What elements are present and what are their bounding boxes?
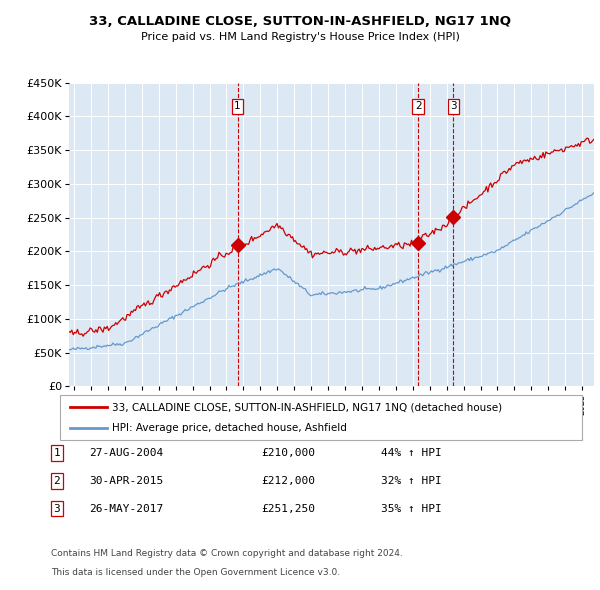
Text: £212,000: £212,000 [261,476,315,486]
Text: 30-APR-2015: 30-APR-2015 [89,476,163,486]
Text: HPI: Average price, detached house, Ashfield: HPI: Average price, detached house, Ashf… [112,424,347,434]
Text: 26-MAY-2017: 26-MAY-2017 [89,504,163,513]
Text: 27-AUG-2004: 27-AUG-2004 [89,448,163,458]
Text: 33, CALLADINE CLOSE, SUTTON-IN-ASHFIELD, NG17 1NQ (detached house): 33, CALLADINE CLOSE, SUTTON-IN-ASHFIELD,… [112,402,502,412]
Text: 3: 3 [450,101,457,112]
Text: Price paid vs. HM Land Registry's House Price Index (HPI): Price paid vs. HM Land Registry's House … [140,32,460,42]
Text: 1: 1 [53,448,61,458]
Text: 3: 3 [53,504,61,513]
Text: 33, CALLADINE CLOSE, SUTTON-IN-ASHFIELD, NG17 1NQ: 33, CALLADINE CLOSE, SUTTON-IN-ASHFIELD,… [89,15,511,28]
Text: 32% ↑ HPI: 32% ↑ HPI [381,476,442,486]
Text: Contains HM Land Registry data © Crown copyright and database right 2024.: Contains HM Land Registry data © Crown c… [51,549,403,558]
Text: This data is licensed under the Open Government Licence v3.0.: This data is licensed under the Open Gov… [51,568,340,577]
Text: 2: 2 [415,101,422,112]
Text: 2: 2 [53,476,61,486]
Text: 1: 1 [234,101,241,112]
FancyBboxPatch shape [60,395,582,440]
Text: 44% ↑ HPI: 44% ↑ HPI [381,448,442,458]
Text: £251,250: £251,250 [261,504,315,513]
Text: 35% ↑ HPI: 35% ↑ HPI [381,504,442,513]
Text: £210,000: £210,000 [261,448,315,458]
